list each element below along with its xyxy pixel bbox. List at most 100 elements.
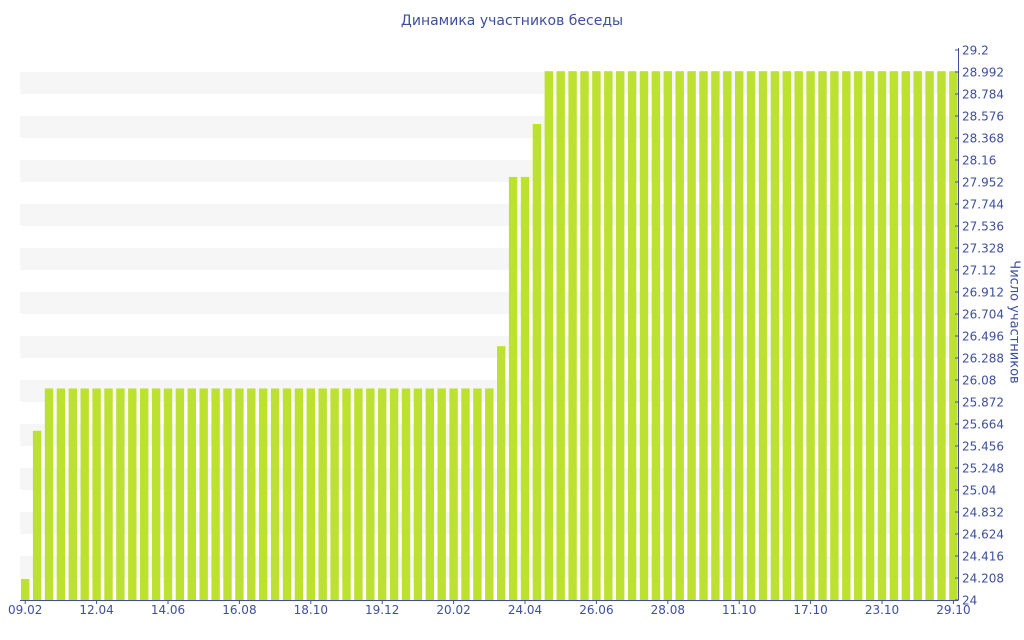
bar: [889, 71, 899, 600]
chart-title: Динамика участников беседы: [400, 13, 624, 29]
bar: [128, 388, 137, 600]
bar: [140, 388, 149, 600]
x-tick-label: 11.10: [722, 603, 756, 617]
x-tick-label: 29.10: [936, 603, 970, 617]
y-tick-label: 28.576: [962, 110, 1004, 124]
bar: [401, 388, 411, 600]
y-tick-label: 25.456: [962, 440, 1004, 454]
y-tick-label: 25.664: [962, 418, 1004, 432]
bar: [723, 71, 732, 600]
y-tick-label: 28.368: [962, 132, 1004, 146]
bar: [949, 71, 958, 600]
bar: [854, 71, 863, 600]
bar: [104, 388, 113, 600]
y-tick-label: 26.08: [962, 374, 996, 388]
y-tick-label: 28.992: [962, 66, 1004, 80]
x-tick-label: 23.10: [865, 603, 899, 617]
bar: [675, 71, 684, 600]
x-tick-label: 24.04: [508, 603, 542, 617]
bar: [354, 388, 363, 600]
bar: [270, 388, 280, 600]
bar: [913, 71, 922, 600]
bar: [342, 388, 351, 600]
bar: [687, 71, 696, 600]
bar: [699, 71, 708, 600]
bar: [282, 388, 292, 600]
y-tick-label: 25.04: [962, 484, 996, 498]
bar: [211, 388, 220, 600]
x-tick-label: 20.02: [436, 603, 470, 617]
bar: [449, 388, 458, 600]
x-tick-label: 19.12: [365, 603, 399, 617]
bar: [485, 388, 494, 600]
x-tick-label: 09.02: [8, 603, 42, 617]
y-tick-label: 27.744: [962, 198, 1004, 212]
bar: [330, 388, 339, 600]
grid-band: [20, 116, 958, 138]
bar: [497, 346, 506, 600]
x-tick-label: 17.10: [793, 603, 827, 617]
bar: [199, 388, 208, 600]
bar: [294, 388, 304, 600]
y-tick-label: 27.328: [962, 242, 1004, 256]
grid-band: [20, 336, 958, 358]
bar: [56, 388, 66, 600]
bar: [532, 124, 542, 601]
bar: [627, 71, 637, 600]
y-tick-label: 24: [962, 594, 977, 608]
bar: [235, 388, 244, 600]
bar: [508, 176, 518, 600]
bar: [80, 388, 89, 600]
bar: [556, 71, 565, 600]
bar: [604, 71, 613, 600]
bar: [925, 71, 934, 600]
bar: [746, 71, 756, 600]
y-tick-label: 24.208: [962, 572, 1004, 586]
bar: [544, 71, 553, 600]
grid-band: [20, 248, 958, 270]
bar: [116, 388, 125, 600]
bar: [413, 388, 423, 600]
y-tick-label: 24.416: [962, 550, 1004, 564]
bar: [163, 388, 173, 600]
bar: [711, 71, 720, 600]
bar: [520, 176, 530, 600]
x-axis-ticks: 09.02 12.04 14.06 16.08 18.10 19.12 20.02 24.04…: [8, 600, 971, 617]
y-tick-label: 26.704: [962, 308, 1004, 322]
bar: [770, 71, 780, 600]
bar: [782, 71, 791, 600]
bar: [461, 388, 470, 600]
bar: [568, 71, 577, 600]
bar: [151, 388, 161, 600]
y-tick-label: 24.832: [962, 506, 1004, 520]
grid-band: [20, 292, 958, 314]
bar: [389, 388, 399, 600]
y-tick-label: 27.536: [962, 220, 1004, 234]
bar: [865, 71, 875, 600]
bar: [366, 388, 375, 600]
axes: [20, 48, 959, 601]
bar: [306, 388, 315, 600]
y-tick-label: 28.784: [962, 88, 1004, 102]
bar: [877, 71, 887, 600]
bar: [318, 388, 327, 600]
x-tick-label: 16.08: [222, 603, 256, 617]
y-tick-label: 26.288: [962, 352, 1004, 366]
y-tick-label: 26.912: [962, 286, 1004, 300]
bar: [830, 71, 839, 600]
bar: [937, 71, 946, 600]
y-axis-title: Число участников: [1006, 260, 1022, 384]
y-tick-label: 24.624: [962, 528, 1004, 542]
y-tick-label: 27.952: [962, 176, 1004, 190]
y-tick-label: 26.496: [962, 330, 1004, 344]
bar: [651, 71, 661, 600]
bar: [473, 388, 482, 600]
bar: [92, 388, 101, 600]
bar: [842, 71, 851, 600]
y-tick-label: 25.872: [962, 396, 1004, 410]
bar: [437, 388, 446, 600]
bar: [425, 388, 434, 600]
bar: [44, 388, 54, 600]
bar: [223, 388, 232, 600]
